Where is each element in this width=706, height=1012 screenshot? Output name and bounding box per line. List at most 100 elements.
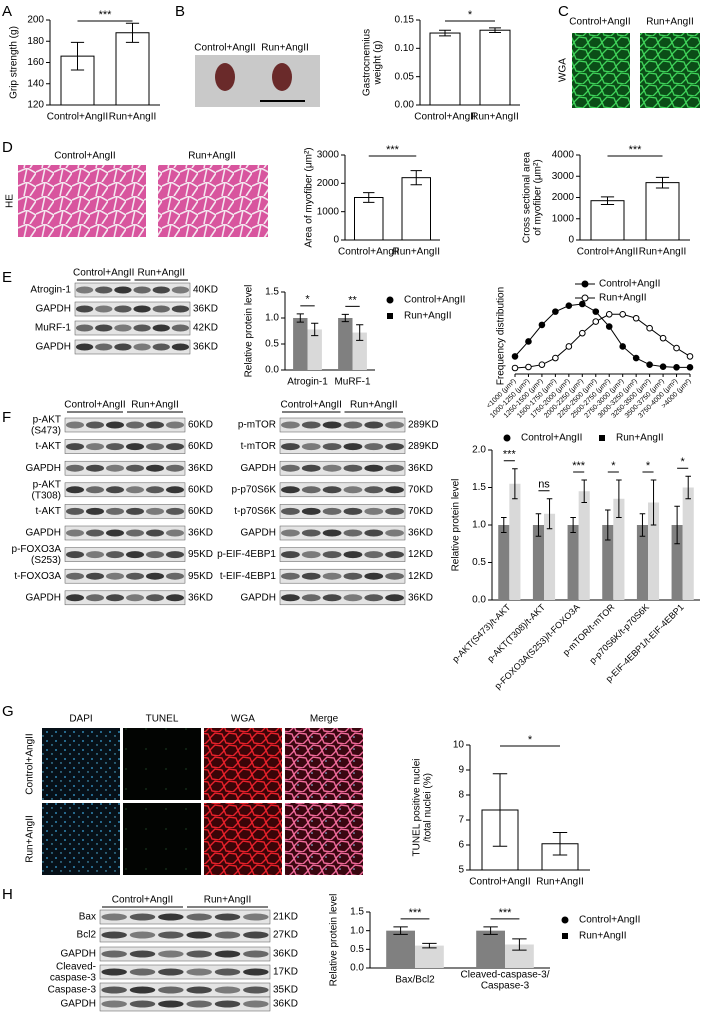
- blot-band: [126, 464, 144, 472]
- y-tick-label: 4000: [552, 150, 575, 161]
- group-label: Control+AngII: [112, 895, 173, 906]
- blot-band: [186, 913, 212, 921]
- point: [538, 361, 546, 368]
- x-tick-label: MuRF-1: [334, 377, 371, 388]
- blot-band: [66, 529, 84, 537]
- panel-letter: A: [2, 3, 12, 20]
- blot-band: [106, 443, 124, 451]
- group-label: Control+AngII: [281, 400, 342, 411]
- y-tick-label: 0.5: [265, 339, 279, 350]
- image-label: Run+AngII: [261, 43, 309, 54]
- stain-label: HE: [5, 194, 16, 208]
- blot-label: t-AKT: [35, 441, 61, 452]
- point: [619, 310, 626, 318]
- blot-band: [86, 551, 104, 559]
- blot-band: [146, 507, 164, 515]
- y-tick-label: 1000: [552, 213, 575, 224]
- blot-band: [364, 572, 384, 580]
- blot-band: [95, 343, 113, 351]
- blot-band: [75, 343, 94, 351]
- point: [646, 324, 653, 332]
- x-tick-label: Control+AngII: [47, 112, 108, 123]
- blot-band: [343, 464, 363, 472]
- blot-band: [281, 464, 300, 472]
- panel-letter: E: [2, 269, 12, 286]
- y-axis-label: Cross sectional areaof myofiber (μm²): [521, 151, 543, 243]
- blot-band: [106, 464, 124, 472]
- y-tick-label: 1.0: [472, 520, 486, 531]
- micrograph: [42, 803, 120, 875]
- blot-band: [364, 421, 384, 429]
- blot-band: [106, 572, 124, 580]
- blot-band: [86, 443, 104, 451]
- error-bar: [363, 192, 375, 203]
- blot-band: [214, 950, 241, 958]
- blot-label: Atrogin-1: [30, 285, 71, 296]
- error-bar: [600, 196, 615, 206]
- muscle: [272, 63, 292, 91]
- blot-band: [101, 986, 127, 994]
- blot-band: [364, 464, 384, 472]
- blot-band: [95, 286, 113, 294]
- error-bar: [489, 27, 501, 33]
- y-axis-label: Relative protein level: [329, 894, 340, 987]
- blot-band: [322, 572, 342, 580]
- significance: *: [646, 460, 651, 472]
- y-tick-label: 0.0: [350, 963, 364, 974]
- blot-band: [364, 443, 384, 451]
- panel-letter: C: [558, 3, 569, 20]
- blot-band: [343, 529, 363, 537]
- x-tick-label: Control+AngII: [577, 247, 638, 258]
- group-label: Run+AngII: [137, 268, 185, 279]
- blot-band: [158, 931, 184, 939]
- point: [552, 308, 559, 315]
- panel-letter: H: [2, 886, 13, 903]
- row-label: Control+AngII: [25, 733, 36, 794]
- error-bar: [410, 170, 422, 186]
- blot-band: [106, 551, 124, 559]
- significance: ***: [386, 144, 400, 156]
- blot-band: [243, 968, 269, 976]
- legend-marker: [561, 916, 569, 924]
- blot-band: [66, 551, 84, 559]
- blot-band: [106, 421, 124, 429]
- column-label: Merge: [310, 714, 339, 725]
- y-tick-label: 1.5: [472, 482, 486, 493]
- point: [673, 344, 680, 352]
- blot-band: [243, 1000, 269, 1008]
- point: [579, 329, 586, 337]
- blot-band: [343, 572, 363, 580]
- error-bar: [70, 41, 85, 71]
- significance: ***: [503, 449, 517, 461]
- point: [632, 314, 640, 322]
- blot-kd: 36KD: [188, 528, 213, 539]
- error-bar: [581, 479, 587, 503]
- blot-band: [166, 486, 184, 494]
- blot-band: [301, 507, 321, 515]
- point: [538, 321, 546, 329]
- blot-band: [243, 913, 269, 921]
- blot-kd: 12KD: [408, 571, 433, 582]
- blot-band: [66, 464, 84, 472]
- micrograph: [285, 803, 363, 875]
- blot-label: p-p70S6K: [232, 484, 277, 495]
- error-bar: [512, 468, 518, 500]
- blot-band: [171, 343, 190, 351]
- blot-band: [385, 572, 404, 580]
- legend-label: Run+AngII: [579, 931, 627, 942]
- point: [605, 310, 613, 318]
- legend-label: Control+AngII: [579, 915, 640, 926]
- blot-band: [101, 931, 127, 939]
- micrograph: [158, 165, 268, 237]
- blot-band: [301, 443, 321, 451]
- y-tick-label: 7: [458, 815, 464, 826]
- group-label: Run+AngII: [204, 895, 252, 906]
- blot-band: [301, 594, 321, 602]
- blot-kd: 35KD: [273, 985, 298, 996]
- legend-label: Control+AngII: [599, 279, 660, 290]
- error-bar: [685, 475, 691, 500]
- blot-band: [106, 529, 124, 537]
- blot-band: [133, 286, 151, 294]
- blot-band: [281, 529, 300, 537]
- blot-band: [364, 594, 384, 602]
